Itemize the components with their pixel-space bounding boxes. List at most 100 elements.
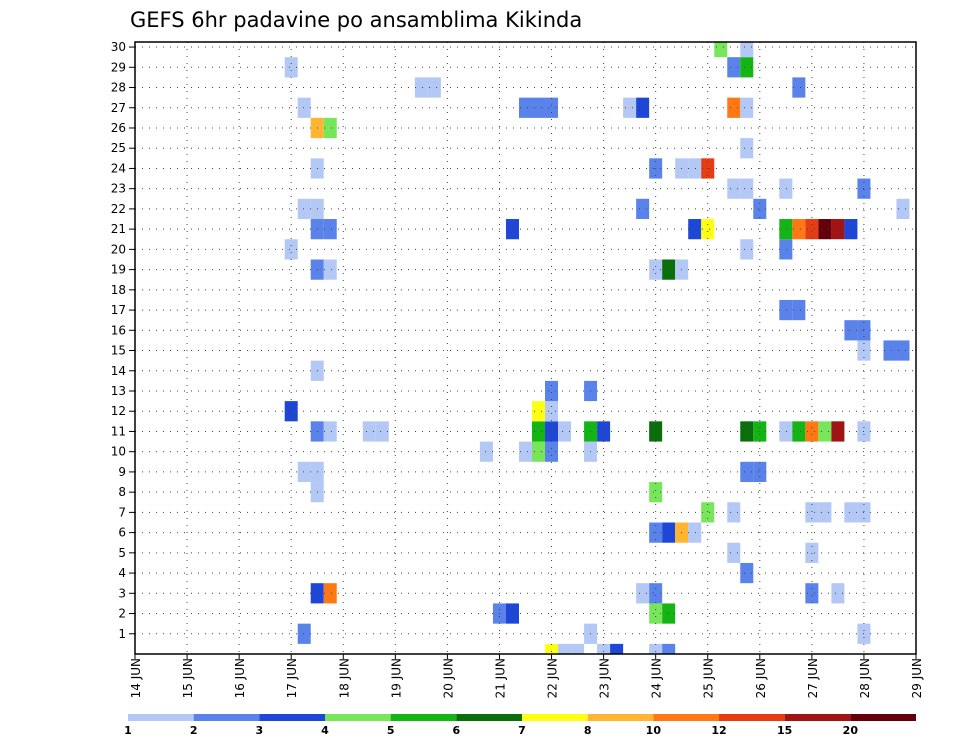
y-tick-label: 24	[111, 161, 126, 175]
heatmap-cell	[297, 97, 311, 118]
y-tick-label: 15	[111, 344, 126, 358]
heatmap-cell	[649, 603, 663, 624]
legend-label: 5	[387, 724, 395, 737]
heatmap-cell	[375, 421, 389, 442]
y-tick-label: 17	[111, 303, 126, 317]
heatmap-cell	[571, 643, 585, 654]
heatmap-cell	[558, 643, 572, 654]
x-tick-label: 27 JUN	[806, 658, 820, 698]
x-tick-label: 15 JUN	[181, 658, 195, 698]
heatmap-cell	[636, 97, 650, 118]
x-tick-label: 14 JUN	[129, 658, 143, 698]
heatmap-cell	[779, 239, 793, 260]
y-tick-label: 8	[118, 485, 126, 499]
legend-swatch	[390, 714, 457, 721]
heatmap-cell	[558, 421, 572, 442]
heatmap-cell	[818, 219, 832, 240]
heatmap-cell	[297, 461, 311, 483]
heatmap-cell	[740, 97, 754, 118]
legend-label: 7	[518, 724, 526, 737]
heatmap-cell	[792, 299, 806, 321]
heatmap-cell	[844, 502, 858, 523]
heatmap-cell	[284, 57, 298, 78]
y-tick-label: 28	[111, 81, 126, 95]
grid-lines	[135, 42, 916, 654]
heatmap-cell	[297, 198, 311, 220]
heatmap-cell	[649, 259, 663, 280]
heatmap-cell	[896, 198, 910, 220]
heatmap-cell	[792, 421, 806, 442]
heatmap-cell	[688, 158, 702, 179]
heatmap-cell	[545, 401, 559, 422]
legend-swatch	[128, 714, 194, 721]
legend-swatch	[784, 714, 851, 721]
legend-swatch	[653, 714, 719, 721]
heatmap-cell	[649, 643, 663, 654]
legend-label: 10	[646, 724, 662, 737]
heatmap-cell	[779, 421, 793, 442]
y-tick-label: 12	[111, 404, 126, 418]
heatmap-cell	[883, 340, 897, 361]
heatmap-cell	[532, 401, 546, 422]
legend-label: 6	[453, 724, 461, 737]
legend-swatch	[850, 714, 916, 721]
heatmap-cell	[532, 421, 546, 442]
heatmap-cell	[727, 502, 741, 523]
heatmap-cell	[662, 603, 676, 624]
legend-label: 20	[843, 724, 859, 737]
heatmap-cell	[688, 522, 702, 543]
x-tick-label: 22 JUN	[546, 658, 560, 698]
heatmap-cell	[545, 380, 559, 402]
heatmap-cell	[753, 421, 767, 442]
legend-label: 2	[190, 724, 198, 737]
heatmap-cell	[805, 421, 819, 442]
y-tick-label: 19	[111, 263, 126, 277]
heatmap-cell	[727, 57, 741, 78]
y-tick-label: 5	[118, 546, 126, 560]
heatmap-cell	[818, 421, 832, 442]
x-tick-label: 26 JUN	[754, 658, 768, 698]
heatmap-cell	[805, 502, 819, 523]
heatmap-cell	[831, 421, 845, 442]
heatmap-cell	[649, 421, 663, 442]
heatmap-cell	[479, 441, 493, 462]
y-tick-label: 18	[111, 283, 126, 297]
plot-frame	[134, 41, 917, 655]
heatmap-cell	[727, 97, 741, 118]
x-tick-label: 17 JUN	[285, 658, 299, 698]
heatmap-cell	[701, 502, 715, 523]
legend-swatch	[193, 714, 260, 721]
heatmap-cell	[740, 239, 754, 260]
x-axis-ticks: 14 JUN 15 JUN 16 JUN 17 JUN 18 JUN 19 JUN 20 J…	[129, 654, 924, 698]
heatmap-cell	[532, 441, 546, 462]
heatmap-cell	[662, 643, 676, 654]
y-tick-label: 3	[118, 586, 126, 600]
y-tick-label: 26	[111, 121, 126, 135]
x-tick-label: 25 JUN	[702, 658, 716, 698]
y-tick-label: 9	[118, 465, 126, 479]
heatmap-cell	[597, 421, 611, 442]
heatmap-cell	[545, 421, 559, 442]
heatmap-cell	[753, 461, 767, 483]
heatmap-cell	[597, 643, 611, 654]
y-tick-label: 6	[118, 526, 126, 540]
x-tick-label: 24 JUN	[650, 658, 664, 698]
heatmap-cell	[792, 219, 806, 240]
legend-label: 3	[256, 724, 264, 737]
y-tick-label: 29	[111, 60, 126, 74]
heatmap-cell	[284, 401, 298, 422]
heatmap-cell	[414, 77, 428, 98]
heatmap-cell	[805, 542, 819, 563]
heatmap-cell	[753, 198, 767, 220]
heatmap-cell	[505, 219, 519, 240]
heatmap-cell	[518, 97, 533, 118]
heatmap-cell	[532, 97, 546, 118]
legend-label: 8	[584, 724, 592, 737]
color-legend: 1 2 3 4 5 6 7 8 10 12 15 20	[124, 714, 916, 737]
y-tick-label: 10	[111, 445, 126, 459]
y-tick-label: 2	[118, 607, 126, 621]
y-tick-label: 20	[111, 242, 126, 256]
legend-swatch	[587, 714, 654, 721]
heatmap-cell	[779, 219, 793, 240]
heatmap-cell	[805, 583, 819, 604]
